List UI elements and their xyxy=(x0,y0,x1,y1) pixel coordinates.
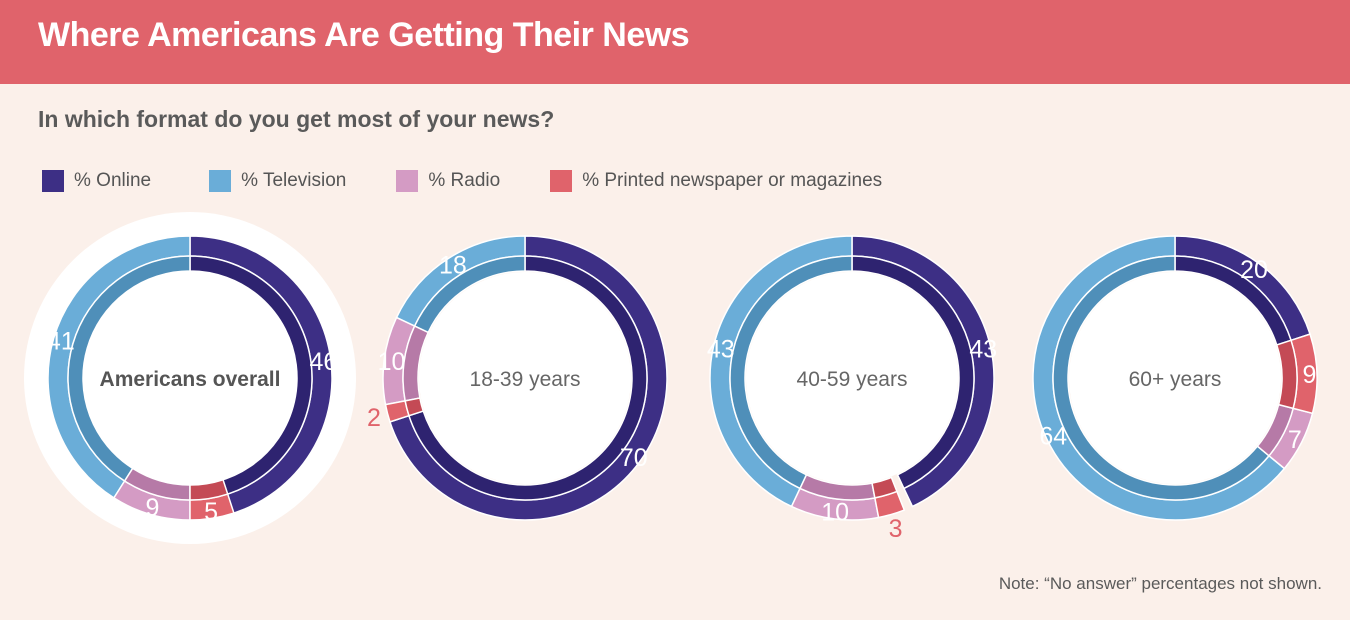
legend-item-online: % Online xyxy=(42,170,151,192)
slice-inner-radio xyxy=(402,325,430,402)
slice-inner-radio xyxy=(799,473,876,501)
slice-inner-print xyxy=(1275,339,1298,410)
donut-title: 60+ years xyxy=(1129,368,1222,391)
slice-inner-television xyxy=(67,255,191,483)
donut-title: Americans overall xyxy=(100,368,281,391)
legend-label-online: % Online xyxy=(74,170,152,191)
value-label-television: 41 xyxy=(47,327,75,355)
slice-inner-radio xyxy=(123,467,191,501)
value-label-print: 2 xyxy=(367,404,381,432)
slice-inner-print xyxy=(404,397,425,417)
legend-item-radio: % Radio xyxy=(396,170,500,192)
value-label-online: 20 xyxy=(1240,256,1268,284)
donut-center xyxy=(419,272,631,484)
value-label-radio: 10 xyxy=(821,498,849,526)
chart-subtitle: In which format do you get most of your … xyxy=(38,106,555,132)
donut-1: 46 41 9 5 Americans overall xyxy=(24,212,356,544)
value-label-online: 43 xyxy=(969,336,997,364)
slice-inner-print xyxy=(871,476,898,499)
slice-inner-radio xyxy=(1256,403,1295,457)
slice-inner-television xyxy=(413,255,526,334)
legend-label-radio: % Radio xyxy=(428,170,501,191)
value-label-radio: 9 xyxy=(146,494,160,522)
donut-center xyxy=(84,272,296,484)
slice-inner-television xyxy=(1052,255,1271,501)
donut-title: 40-59 years xyxy=(797,368,908,391)
legend-item-print: % Printed newspaper or magazines xyxy=(550,170,882,192)
value-label-television: 18 xyxy=(439,251,467,279)
value-label-radio: 7 xyxy=(1288,426,1302,454)
legend-label-print: % Printed newspaper or magazines xyxy=(582,170,883,191)
value-label-online: 70 xyxy=(620,444,648,472)
legend-swatch-print xyxy=(550,170,573,192)
value-label-print: 3 xyxy=(889,515,903,543)
value-label-print: 5 xyxy=(204,498,218,526)
slice-inner-online xyxy=(851,255,975,490)
page-title: Where Americans Are Getting Their News xyxy=(38,16,690,54)
legend-swatch-radio xyxy=(396,170,419,192)
header-banner: Where Americans Are Getting Their News xyxy=(0,0,1350,84)
value-label-radio: 10 xyxy=(378,348,406,376)
donut-center xyxy=(1069,272,1281,484)
legend-swatch-online xyxy=(42,170,64,192)
value-label-television: 43 xyxy=(707,336,735,364)
donut-title: 18-39 years xyxy=(470,368,581,391)
legend: % Online % Television % Radio % Printed … xyxy=(42,168,882,194)
donut-center xyxy=(746,272,958,484)
value-label-online: 46 xyxy=(310,348,338,376)
donut-2: 70 18 10 2 18-39 years xyxy=(367,235,668,521)
value-label-print: 9 xyxy=(1302,361,1316,389)
slice-inner-television xyxy=(729,255,853,490)
slice-inner-print xyxy=(189,478,229,501)
legend-item-television: % Television xyxy=(209,170,346,192)
donut-4: 20 64 7 9 60+ years xyxy=(1032,235,1318,521)
footnote: Note: “No answer” percentages not shown. xyxy=(998,574,1322,593)
legend-swatch-television xyxy=(209,170,232,192)
donut-3: 43 43 10 3 40-59 years xyxy=(707,235,997,543)
value-label-television: 64 xyxy=(1039,422,1067,450)
legend-label-television: % Television xyxy=(241,170,347,191)
